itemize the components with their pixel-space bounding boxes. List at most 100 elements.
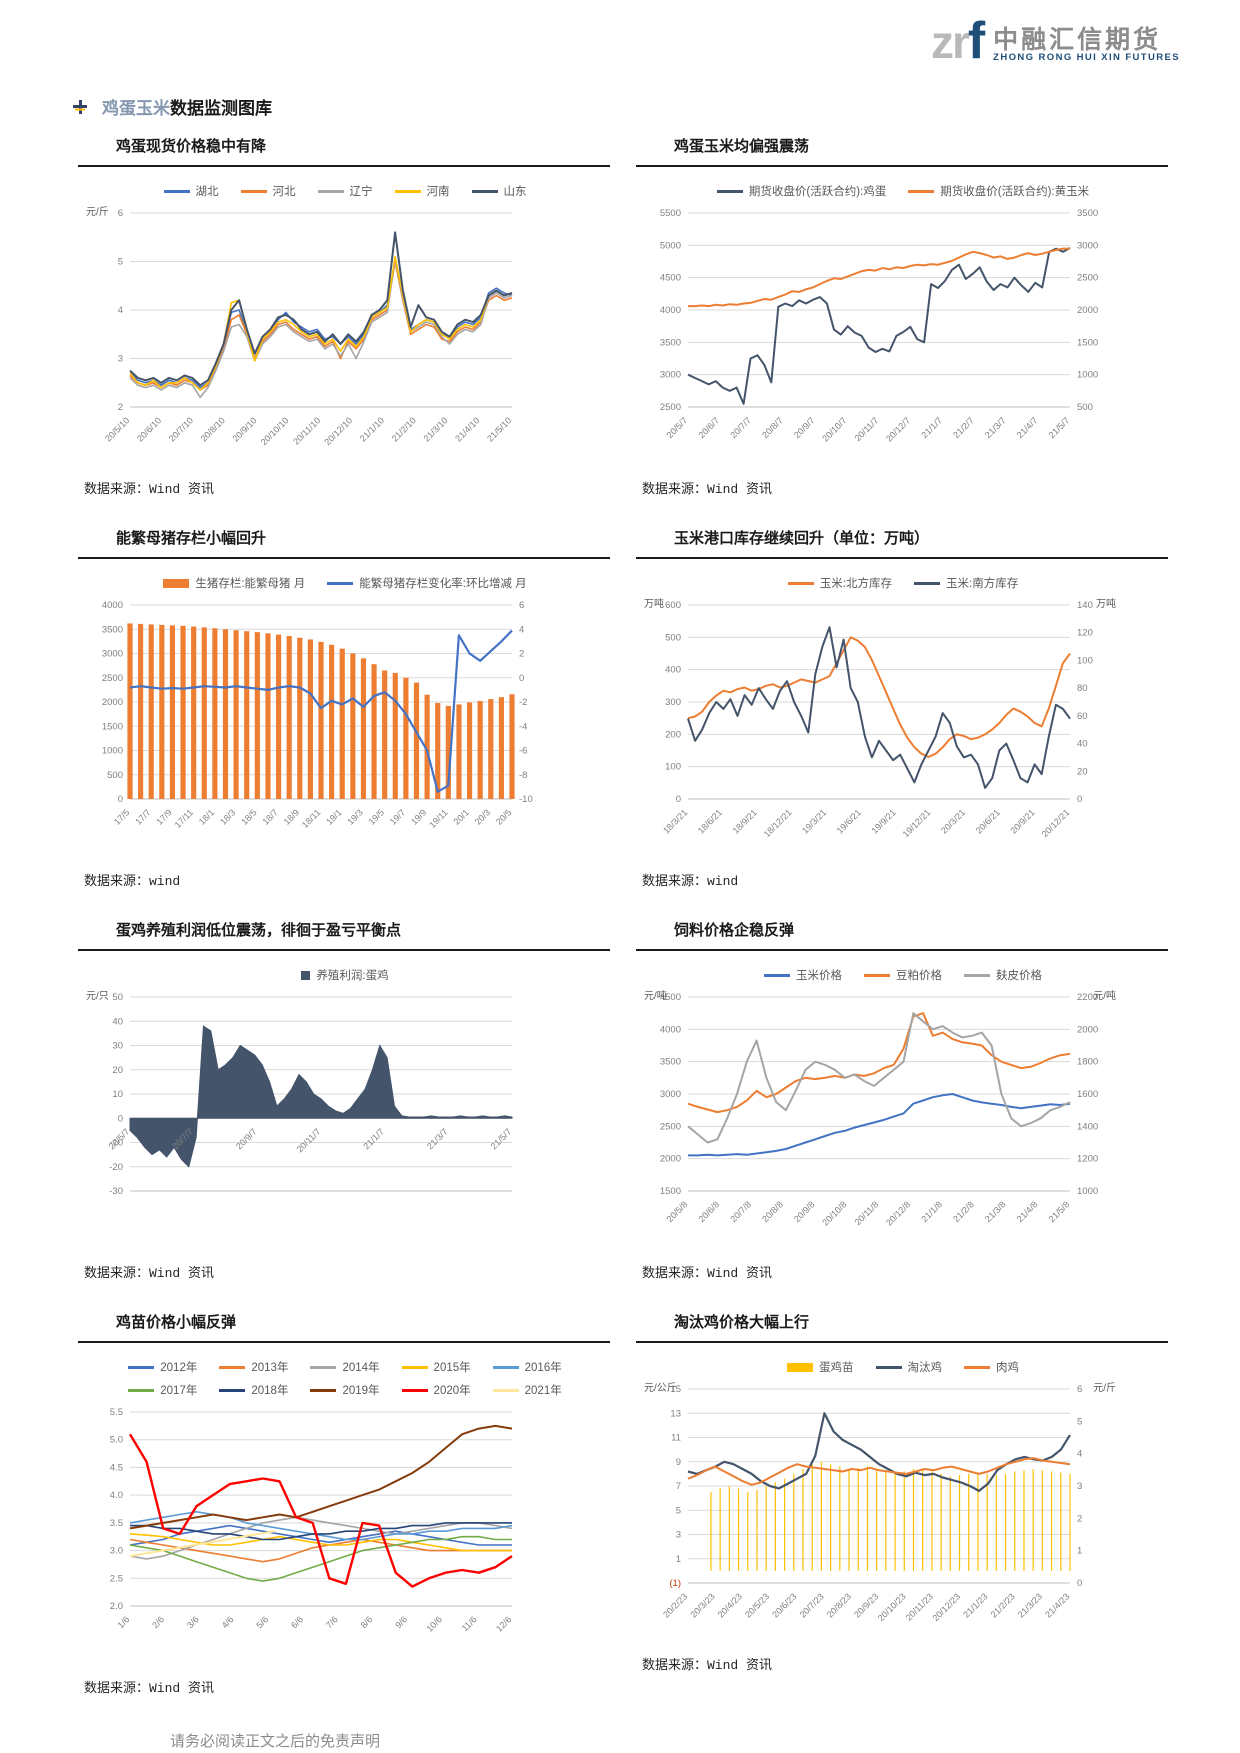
legend-label: 2017年 [160, 1385, 198, 1397]
svg-text:1600: 1600 [1077, 1089, 1098, 1100]
chart-legend: 养殖利润:蛋鸡 [80, 951, 610, 985]
svg-text:20/12/7: 20/12/7 [884, 415, 912, 443]
svg-text:20/12/23: 20/12/23 [930, 1591, 962, 1623]
svg-text:3: 3 [1077, 1481, 1082, 1492]
chart-source: 数据来源：wind [642, 874, 739, 889]
svg-text:3500: 3500 [1077, 208, 1098, 219]
chart-canvas: 养殖利润:蛋鸡 50 40 30 20 10 0 -10 -20 -30 元/只 20/5/7 20/7… [78, 951, 610, 1252]
svg-text:20/7/8: 20/7/8 [728, 1199, 753, 1224]
legend-swatch-icon [219, 1388, 246, 1392]
chart-legend: 玉米价格 豆粕价格 麸皮价格 [638, 951, 1168, 985]
legend-item: 玉米:北方库存 [787, 575, 892, 591]
legend-label: 2018年 [251, 1385, 289, 1397]
legend-swatch-icon [301, 970, 311, 980]
legend-item: 辽宁 [317, 183, 373, 199]
svg-text:10/6: 10/6 [424, 1614, 443, 1633]
svg-text:18/9: 18/9 [282, 807, 301, 826]
chart-svg: 5500 5000 4500 4000 3500 3000 2500 3500 3000 2500… [660, 208, 1098, 444]
svg-text:2000: 2000 [1077, 305, 1098, 316]
legend-label: 能繁母猪存栏变化率:环比增减 月 [359, 578, 527, 590]
chart-title: 蛋鸡养殖利润低位震荡，徘徊于盈亏平衡点 [78, 919, 610, 951]
svg-text:1000: 1000 [102, 746, 123, 757]
svg-text:20/9/8: 20/9/8 [792, 1199, 817, 1224]
svg-text:2: 2 [1077, 1513, 1082, 1524]
svg-text:3: 3 [118, 354, 123, 365]
legend-label: 麸皮价格 [996, 970, 1042, 982]
svg-text:元/公斤: 元/公斤 [644, 1382, 677, 1394]
legend-label: 湖北 [195, 186, 219, 198]
logo-zrf-mark: zrf [930, 15, 985, 68]
svg-text:20/5/23: 20/5/23 [743, 1591, 771, 1619]
svg-text:1500: 1500 [102, 721, 123, 732]
svg-text:17/9: 17/9 [154, 807, 173, 826]
chart-source: 数据来源：Wind 资讯 [84, 482, 215, 497]
svg-text:3500: 3500 [660, 337, 681, 348]
chart-block-corn-port-inventory: 玉米港口库存继续回升（单位：万吨） 玉米:北方库存 玉米:南方库存 600 500 40… [636, 527, 1168, 889]
svg-text:9/6: 9/6 [393, 1614, 409, 1630]
svg-text:元/吨: 元/吨 [1093, 989, 1116, 1002]
svg-text:20/11/23: 20/11/23 [904, 1591, 935, 1622]
svg-text:6: 6 [519, 600, 524, 611]
svg-text:19/5: 19/5 [367, 807, 386, 826]
legend-label: 期货收盘价(活跃合约):黄玉米 [940, 186, 1090, 198]
svg-text:3000: 3000 [1077, 240, 1098, 251]
legend-item: 蛋鸡苗 [787, 1359, 854, 1375]
svg-text:20/5/8: 20/5/8 [665, 1199, 690, 1224]
svg-text:21/3/7: 21/3/7 [425, 1127, 450, 1152]
svg-text:20/5/10: 20/5/10 [103, 415, 131, 443]
chart-block-egg-spot-price: 鸡蛋现货价格稳中有降 湖北 河北 辽宁 河南 山东 6 5 4 3 2 元/斤 20/5/10 20/6… [78, 135, 610, 497]
legend-item: 2018年 [219, 1382, 288, 1398]
legend-swatch-icon [317, 189, 344, 193]
legend-swatch-icon [401, 1365, 428, 1369]
svg-text:100: 100 [1077, 655, 1093, 666]
svg-text:40: 40 [112, 1016, 123, 1027]
legend-swatch-icon [163, 189, 190, 193]
legend-swatch-icon [310, 1365, 337, 1369]
legend-swatch-icon [128, 1365, 155, 1369]
chart-canvas: 期货收盘价(活跃合约):鸡蛋 期货收盘价(活跃合约):黄玉米 5500 5000 450… [636, 167, 1168, 468]
svg-text:1/6: 1/6 [115, 1614, 131, 1630]
svg-text:6: 6 [1077, 1384, 1082, 1395]
svg-text:21/2/23: 21/2/23 [989, 1591, 1017, 1619]
svg-text:元/斤: 元/斤 [1093, 1382, 1116, 1394]
svg-text:20/7/10: 20/7/10 [167, 415, 195, 443]
svg-text:20/9/21: 20/9/21 [1008, 807, 1036, 835]
svg-text:18/3: 18/3 [218, 807, 237, 826]
legend-swatch-icon [875, 1365, 902, 1369]
svg-text:元/吨: 元/吨 [644, 989, 667, 1002]
svg-text:5.5: 5.5 [110, 1407, 123, 1418]
chart-canvas: 玉米价格 豆粕价格 麸皮价格 4500 4000 3500 3000 2500 2000 1500… [636, 951, 1168, 1252]
legend-label: 2016年 [524, 1362, 562, 1374]
svg-text:3000: 3000 [102, 649, 123, 660]
svg-text:11: 11 [671, 1433, 681, 1444]
svg-text:9: 9 [676, 1457, 681, 1468]
svg-text:0: 0 [118, 794, 123, 805]
legend-item: 养殖利润:蛋鸡 [301, 967, 389, 983]
svg-text:(1): (1) [669, 1578, 681, 1589]
legend-swatch-icon [401, 1388, 428, 1392]
svg-text:20/4/23: 20/4/23 [716, 1591, 744, 1619]
svg-text:1: 1 [676, 1554, 681, 1565]
svg-text:7: 7 [676, 1481, 681, 1492]
svg-text:1800: 1800 [1077, 1057, 1098, 1068]
chart-title: 鸡苗价格小幅反弹 [78, 1311, 610, 1343]
logo-zr-text: zr [930, 16, 970, 68]
svg-text:6: 6 [118, 208, 123, 219]
svg-text:3: 3 [676, 1530, 681, 1541]
svg-text:20/10/7: 20/10/7 [820, 415, 848, 443]
svg-text:21/2/10: 21/2/10 [390, 415, 418, 443]
chart-source: 数据来源：Wind 资讯 [642, 482, 773, 497]
svg-text:20/9/7: 20/9/7 [234, 1127, 259, 1152]
svg-text:20/6/8: 20/6/8 [696, 1199, 721, 1224]
svg-text:7/6: 7/6 [324, 1614, 340, 1630]
svg-text:20/8/10: 20/8/10 [199, 415, 227, 443]
svg-text:元/斤: 元/斤 [86, 206, 109, 218]
svg-text:0: 0 [519, 673, 524, 684]
legend-label: 期货收盘价(活跃合约):鸡蛋 [748, 186, 887, 198]
svg-text:17/11: 17/11 [173, 807, 196, 830]
svg-text:20/6/10: 20/6/10 [135, 415, 163, 443]
legend-label: 河南 [426, 186, 450, 198]
svg-text:20: 20 [112, 1065, 123, 1076]
svg-text:20/11/7: 20/11/7 [853, 415, 881, 443]
